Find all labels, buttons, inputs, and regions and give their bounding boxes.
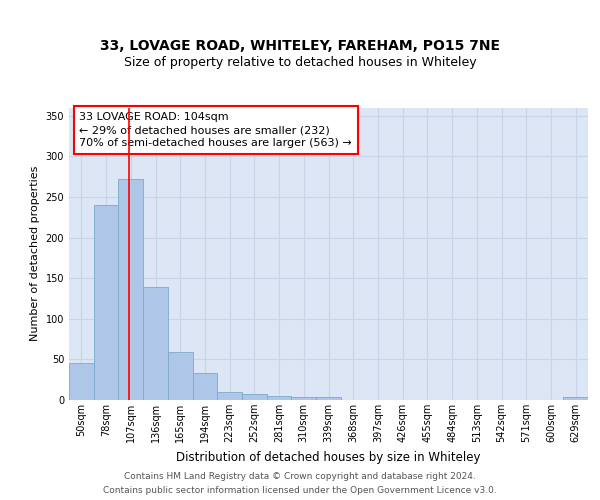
Bar [94,205,118,400]
Bar [242,394,267,400]
Bar [168,352,193,400]
Text: Contains public sector information licensed under the Open Government Licence v3: Contains public sector information licen… [103,486,497,495]
Text: Contains HM Land Registry data © Crown copyright and database right 2024.: Contains HM Land Registry data © Crown c… [124,472,476,481]
Bar [316,397,341,400]
Bar [118,179,143,400]
Bar [292,397,316,400]
Y-axis label: Number of detached properties: Number of detached properties [30,166,40,342]
Bar [69,362,94,400]
Text: 33 LOVAGE ROAD: 104sqm
← 29% of detached houses are smaller (232)
70% of semi-de: 33 LOVAGE ROAD: 104sqm ← 29% of detached… [79,112,352,148]
Bar [267,396,292,400]
Text: 33, LOVAGE ROAD, WHITELEY, FAREHAM, PO15 7NE: 33, LOVAGE ROAD, WHITELEY, FAREHAM, PO15… [100,38,500,52]
Bar [563,397,588,400]
Bar [217,392,242,400]
Bar [193,373,217,400]
X-axis label: Distribution of detached houses by size in Whiteley: Distribution of detached houses by size … [176,450,481,464]
Bar [143,287,168,400]
Text: Size of property relative to detached houses in Whiteley: Size of property relative to detached ho… [124,56,476,69]
